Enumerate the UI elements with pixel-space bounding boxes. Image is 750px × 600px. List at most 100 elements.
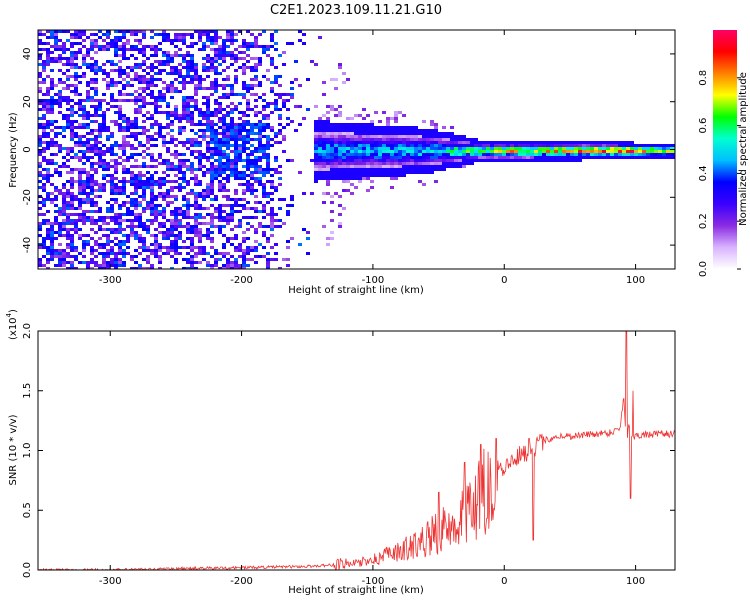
spectrogram-cell [202, 234, 206, 237]
spectrogram-cell [58, 174, 62, 177]
spectrogram-cell [254, 240, 258, 243]
spectrogram-cell [142, 198, 146, 201]
spectrogram-cell [118, 204, 122, 207]
spectrogram-cell [102, 234, 106, 237]
spectrogram-cell [170, 234, 174, 237]
spectrogram-cell [82, 240, 86, 243]
spectrogram-cell [46, 162, 50, 165]
spectrogram-cell [270, 144, 274, 147]
spectrogram-cell [82, 198, 86, 201]
spectrogram-cell [66, 63, 70, 66]
spectrogram-cell [82, 108, 86, 111]
spectrogram-cell [62, 126, 66, 129]
spectrogram-cell [246, 189, 250, 192]
spectrogram-cell [114, 45, 118, 48]
spectrogram-cell [98, 36, 102, 39]
spectrogram-cell [230, 102, 234, 105]
spectrogram-cell [130, 54, 134, 57]
spectrogram-cell [82, 183, 86, 186]
spectrogram-cell [74, 249, 78, 252]
spectrogram-cell [38, 54, 42, 57]
spectrogram-cell [186, 159, 190, 162]
spectrogram-cell [618, 156, 622, 159]
spectrogram-cell [54, 99, 58, 102]
spectrogram-cell [226, 261, 230, 264]
spectrogram-cell [142, 174, 146, 177]
spectrogram-cell [70, 171, 74, 174]
spectrogram-cell [398, 126, 402, 129]
spectrogram-cell [90, 249, 94, 252]
spectrogram-cell [190, 117, 194, 120]
spectrogram-cell [278, 225, 282, 228]
spectrogram-cell [50, 60, 54, 63]
spectrogram-cell [270, 234, 274, 237]
spectrogram-cell [150, 177, 154, 180]
spectrogram-cell [278, 141, 282, 144]
spectrogram-cell [642, 156, 646, 159]
spectrogram-cell [102, 123, 106, 126]
spectrogram-cell [578, 156, 582, 159]
spectrogram-cell [74, 84, 78, 87]
spectrogram-cell [42, 66, 46, 69]
spectrogram-cell [142, 51, 146, 54]
spectrogram-cell [226, 222, 230, 225]
spectrogram-cell [210, 111, 214, 114]
spectrogram-cell [174, 90, 178, 93]
spectrogram-cell [150, 84, 154, 87]
spectrogram-cell [230, 57, 234, 60]
spectrogram-cell [214, 78, 218, 81]
spectrogram-cell [50, 81, 54, 84]
spectrogram-cell [46, 267, 50, 269]
spectrogram-cell [610, 153, 614, 156]
spectrogram-cell [222, 39, 226, 42]
spectrogram-cell [338, 153, 342, 156]
spectrogram-cell [162, 96, 166, 99]
spectrogram-cell [222, 129, 226, 132]
spectrogram-cell [398, 174, 402, 177]
spectrogram-cell [346, 129, 350, 132]
spectrogram-cell [46, 105, 50, 108]
spectrogram-cell [58, 231, 62, 234]
spectrogram-cell [570, 144, 574, 147]
spectrogram-cell [338, 156, 342, 159]
spectrogram-cell [42, 105, 46, 108]
spectrogram-cell [214, 165, 218, 168]
spectrogram-cell [142, 87, 146, 90]
spectrogram-cell [110, 153, 114, 156]
spectrogram-cell [394, 126, 398, 129]
spectrogram-cell [574, 153, 578, 156]
spectrogram-cell [218, 141, 222, 144]
spectrogram-cell [410, 129, 414, 132]
spectrogram-cell [586, 150, 590, 153]
spectrogram-cell [54, 231, 58, 234]
spectrogram-cell [190, 129, 194, 132]
spectrogram-cell [142, 267, 146, 269]
spectrogram-cell [510, 156, 514, 159]
spectrogram-cell [214, 198, 218, 201]
spectrogram-cell [518, 147, 522, 150]
spectrogram-cell [62, 63, 66, 66]
spectrogram-cell [50, 237, 54, 240]
spectrogram-cell [158, 231, 162, 234]
spectrogram-cell [142, 144, 146, 147]
spectrogram-cell [390, 147, 394, 150]
spectrogram-cell [346, 153, 350, 156]
spectrogram-cell [454, 162, 458, 165]
spectrogram-cell [110, 60, 114, 63]
spectrogram-cell [58, 93, 62, 96]
spectrogram-cell [246, 246, 250, 249]
spectrogram-cell [90, 189, 94, 192]
spectrogram-cell [234, 264, 238, 267]
spectrogram-cell [514, 141, 518, 144]
spectrogram-cell [102, 150, 106, 153]
spectrogram-cell [202, 207, 206, 210]
spectrogram-cell [210, 198, 214, 201]
spectrogram-cell [218, 108, 222, 111]
spectrogram-cell [258, 210, 262, 213]
spectrogram-cell [322, 138, 326, 141]
spectrogram-cell [246, 147, 250, 150]
spectrogram-cell [134, 30, 138, 33]
spectrogram-cell [242, 255, 246, 258]
spectrogram-cell [394, 141, 398, 144]
spectrogram-cell [186, 204, 190, 207]
